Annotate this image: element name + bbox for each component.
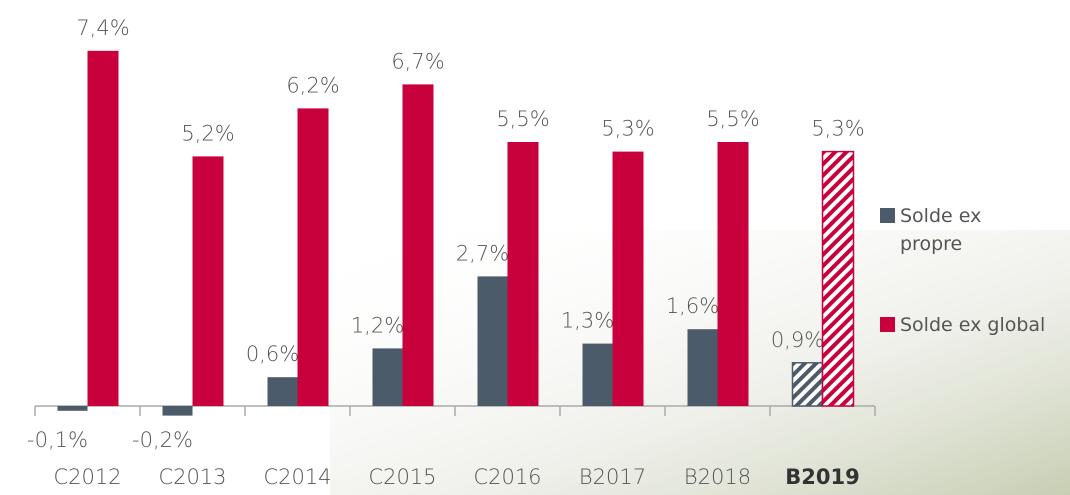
bar xyxy=(267,377,298,406)
data-label: 5,5% xyxy=(496,107,549,131)
x-tick-label: C2015 xyxy=(368,465,436,489)
bar xyxy=(372,348,403,406)
x-tick-label: C2012 xyxy=(53,465,121,489)
x-tick-label: C2016 xyxy=(473,465,541,489)
x-tick-label: C2014 xyxy=(263,465,331,489)
bar xyxy=(477,276,508,406)
data-label: 1,2% xyxy=(351,313,404,337)
x-tick-label: B2018 xyxy=(684,465,751,489)
data-label: 1,3% xyxy=(561,309,614,333)
data-label: 6,7% xyxy=(391,49,444,73)
data-label: 6,2% xyxy=(286,73,339,97)
legend-label: Solde ex global xyxy=(900,314,1046,336)
bar xyxy=(791,362,824,407)
data-label: 5,5% xyxy=(706,107,759,131)
bar xyxy=(192,156,224,406)
data-label: 1,6% xyxy=(666,294,719,318)
data-label: 7,4% xyxy=(76,16,129,40)
bar xyxy=(582,343,613,406)
bar xyxy=(821,150,855,407)
bar xyxy=(612,151,644,406)
data-label: 5,3% xyxy=(601,117,654,141)
data-label: 0,6% xyxy=(246,342,299,366)
legend-swatch xyxy=(880,208,895,223)
data-label: 2,7% xyxy=(456,241,509,265)
legend-item: Solde ex global xyxy=(880,311,1070,339)
bar xyxy=(507,142,539,406)
legend-swatch xyxy=(880,317,895,332)
bar xyxy=(162,406,193,416)
data-label: 5,3% xyxy=(811,117,864,141)
bar xyxy=(717,142,749,406)
legend-label: Solde ex propre xyxy=(900,205,982,255)
x-tick-label: C2013 xyxy=(158,465,226,489)
bar xyxy=(87,50,119,407)
bar xyxy=(687,329,718,406)
data-label: 0,9% xyxy=(771,328,824,352)
x-tick-label: B2017 xyxy=(579,465,646,489)
data-label: 5,2% xyxy=(181,121,234,145)
data-label: -0,2% xyxy=(132,428,193,452)
bar xyxy=(297,108,329,407)
bar xyxy=(402,84,434,407)
bar xyxy=(57,406,88,411)
x-tick-label: B2019 xyxy=(785,465,859,489)
legend-item: Solde ex propre xyxy=(880,202,1000,258)
data-label: -0,1% xyxy=(27,428,88,452)
